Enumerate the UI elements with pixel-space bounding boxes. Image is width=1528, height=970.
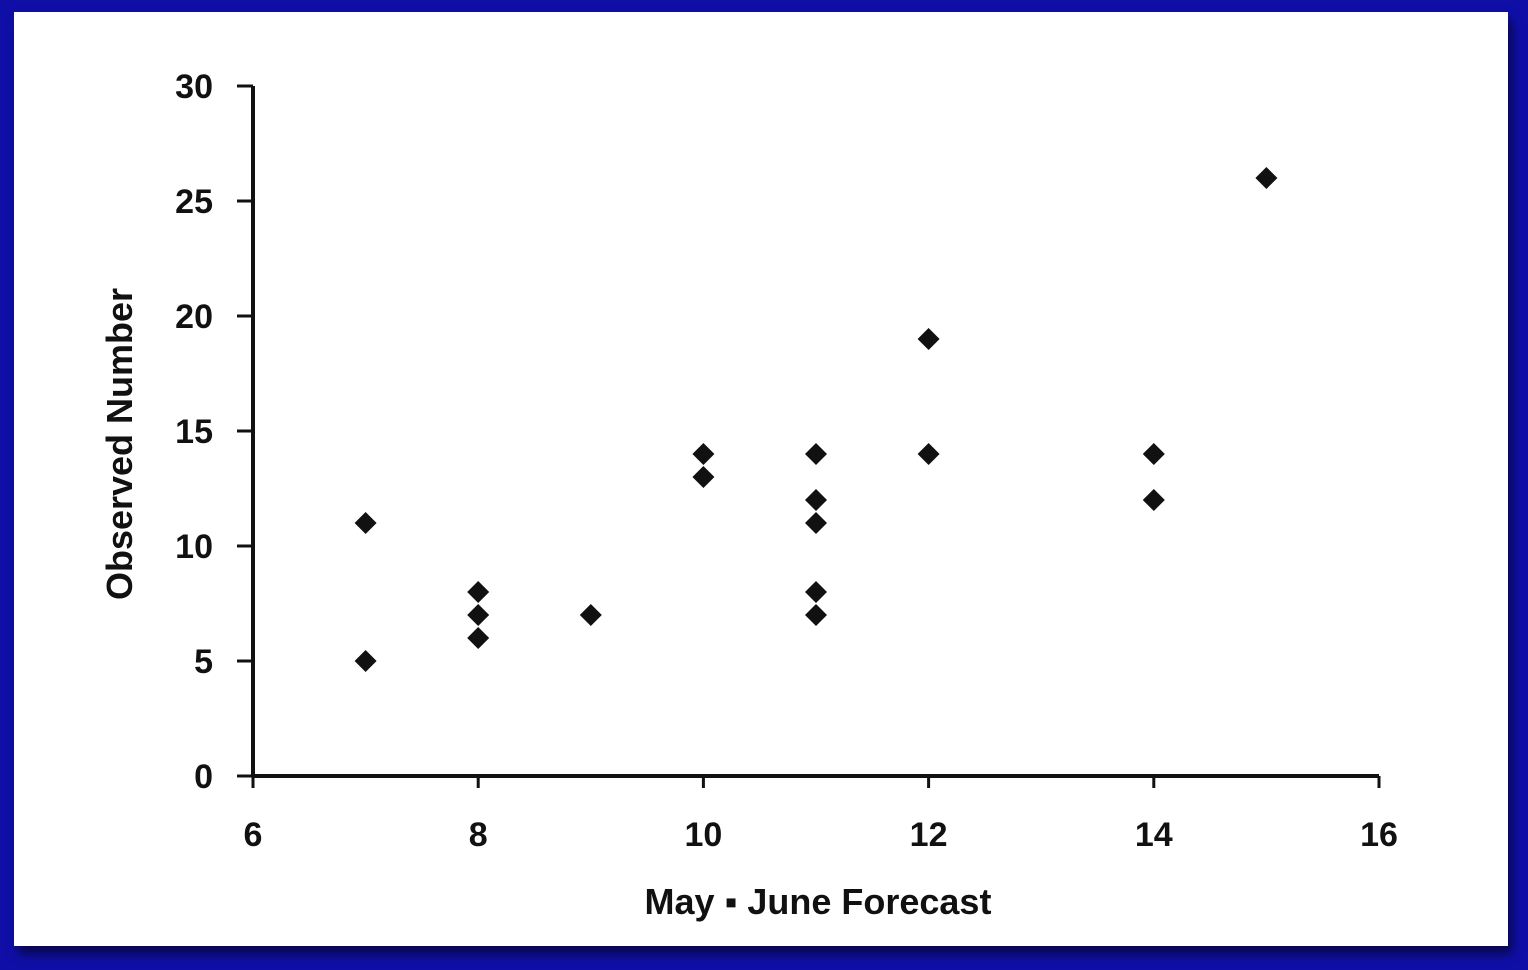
x-tick-label: 10 xyxy=(684,816,722,854)
y-axis-title: Observed Number xyxy=(99,288,140,600)
axes xyxy=(251,86,1379,778)
data-point xyxy=(917,328,940,350)
data-points xyxy=(354,167,1278,672)
data-point xyxy=(692,443,715,465)
scatter-chart: 0 5 10 15 20 25 30 6 8 10 12 14 16 May ▪ June Foreca… xyxy=(99,68,1398,922)
y-tick-label: 20 xyxy=(175,298,213,336)
x-tick-label: 8 xyxy=(469,816,488,854)
y-tick-label: 10 xyxy=(175,528,213,566)
y-tick-label: 30 xyxy=(175,68,213,106)
data-point xyxy=(805,512,827,534)
ticks: 0 5 10 15 20 25 30 6 8 10 12 14 16 xyxy=(175,68,1398,854)
data-point xyxy=(805,581,827,603)
data-point xyxy=(805,489,827,511)
data-point xyxy=(579,604,602,626)
x-tick-label: 14 xyxy=(1135,816,1173,854)
x-tick-label: 12 xyxy=(910,816,948,854)
y-tick-label: 15 xyxy=(175,413,213,451)
data-point xyxy=(1255,167,1278,189)
y-tick-label: 5 xyxy=(194,643,213,681)
y-tick-label: 25 xyxy=(175,183,213,221)
x-tick-label: 16 xyxy=(1360,816,1398,854)
chart-panel: 0 5 10 15 20 25 30 6 8 10 12 14 16 May ▪ June Foreca… xyxy=(14,12,1508,946)
data-point xyxy=(692,466,715,488)
data-point xyxy=(467,627,490,649)
data-point xyxy=(805,604,827,626)
data-point xyxy=(805,443,827,465)
data-point xyxy=(354,512,377,534)
x-axis-title: May ▪ June Forecast xyxy=(645,881,992,922)
x-tick-label: 6 xyxy=(244,816,263,854)
data-point xyxy=(917,443,940,465)
data-point xyxy=(1142,443,1165,465)
data-point xyxy=(467,604,490,626)
data-point xyxy=(467,581,490,603)
data-point xyxy=(354,650,377,672)
y-tick-label: 0 xyxy=(194,758,213,796)
data-point xyxy=(1142,489,1165,511)
